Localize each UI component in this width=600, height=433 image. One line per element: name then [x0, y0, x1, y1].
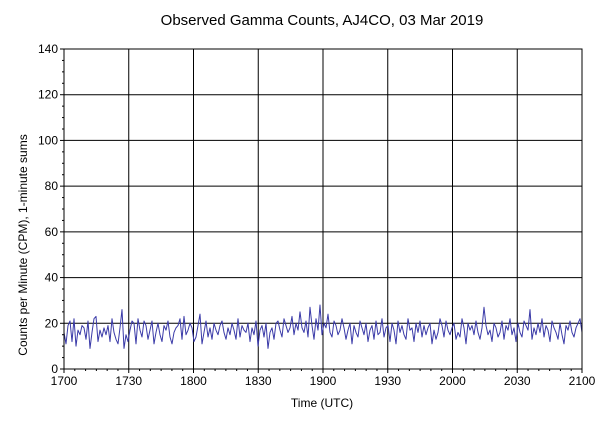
x-tick-label: 1900 [310, 374, 337, 388]
y-tick-label: 60 [45, 225, 59, 239]
x-tick-label: 1730 [115, 374, 142, 388]
y-tick-label: 140 [38, 42, 58, 56]
x-axis-label: Time (UTC) [291, 396, 353, 410]
grid-lines [64, 49, 582, 369]
y-tick-label: 100 [38, 133, 58, 147]
y-tick-label: 40 [45, 271, 59, 285]
y-tick-label: 0 [51, 362, 58, 376]
x-tick-label: 1930 [374, 374, 401, 388]
x-tick-label: 1800 [180, 374, 207, 388]
y-tick-label: 20 [45, 316, 59, 330]
x-tick-label: 1830 [245, 374, 272, 388]
x-tick-label: 2000 [439, 374, 466, 388]
x-tick-label: 2030 [504, 374, 531, 388]
data-layer [63, 304, 583, 349]
chart-title: Observed Gamma Counts, AJ4CO, 03 Mar 201… [161, 12, 484, 29]
gamma-count-series-line [63, 304, 583, 349]
y-axis-label: Counts per Minute (CPM), 1-minute sums [16, 134, 30, 355]
axis-ticks: 1700 1730 1800 1830 1900 1930 2000 2030 2100 0 20 4… [38, 42, 596, 388]
x-tick-label: 2100 [569, 374, 596, 388]
x-tick-label: 1700 [51, 374, 78, 388]
y-tick-label: 80 [45, 179, 59, 193]
y-tick-label: 120 [38, 88, 58, 102]
